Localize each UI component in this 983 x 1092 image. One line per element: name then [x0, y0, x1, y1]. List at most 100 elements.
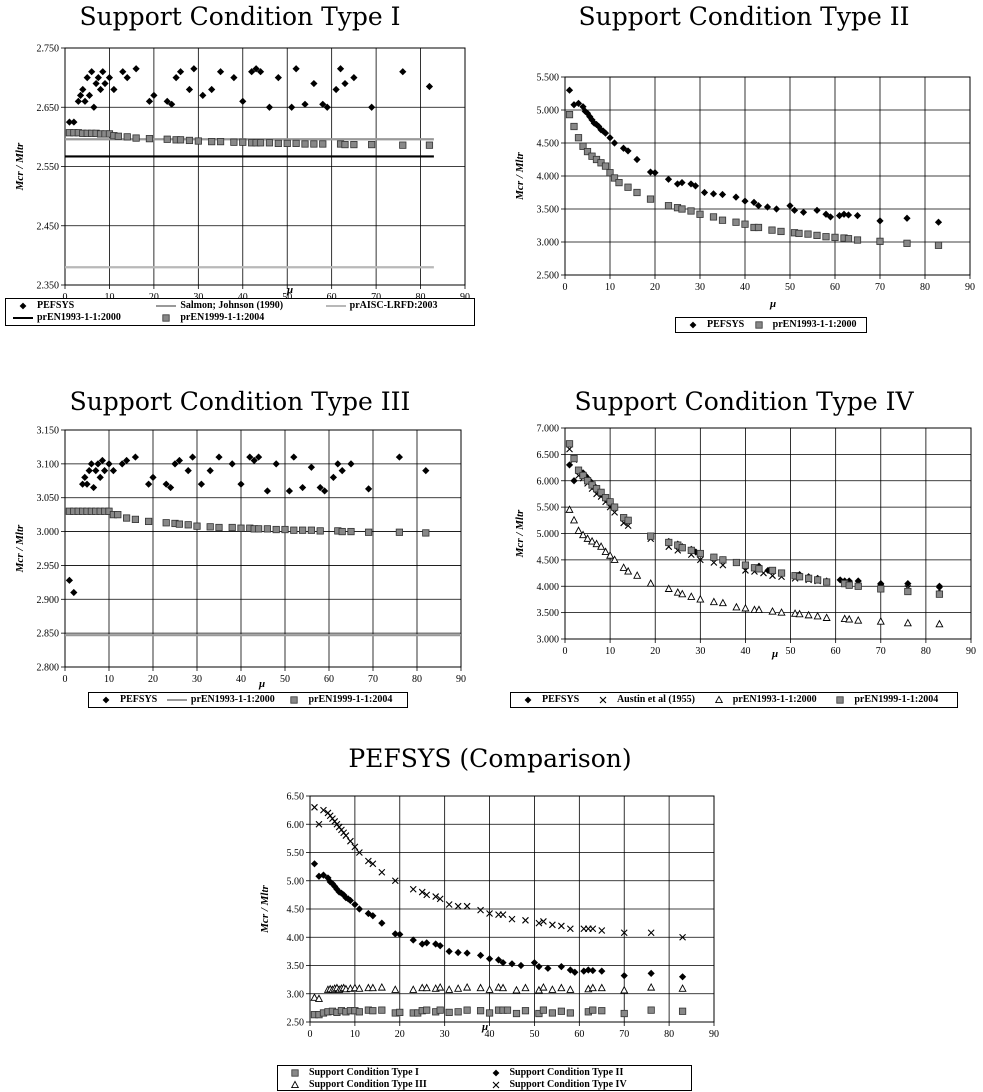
- legend-symbol: [95, 695, 117, 705]
- y-tick-label: 3.050: [37, 493, 60, 504]
- legend-marker: [19, 302, 27, 310]
- x-tick-label: 50: [529, 1029, 539, 1040]
- data-point: [377, 982, 386, 991]
- y-tick-label: 3.500: [537, 205, 560, 216]
- data-point: [565, 111, 574, 119]
- x-axis-label: μ: [771, 648, 778, 660]
- data-point: [454, 902, 462, 910]
- data-point: [290, 526, 298, 534]
- x-tick-label: 90: [456, 674, 466, 685]
- data-point: [601, 547, 610, 556]
- series-support-condition-type-i: [310, 1006, 687, 1019]
- data-point: [395, 453, 403, 461]
- data-point: [254, 525, 263, 533]
- data-point: [754, 605, 764, 614]
- data-point: [365, 485, 373, 493]
- data-point: [409, 885, 417, 893]
- data-point: [691, 182, 700, 190]
- chart-plot: 2.500 3.000 3.500 4.000 4.500 5.000 5.500 0 10 20…: [514, 73, 975, 311]
- data-point: [90, 103, 98, 111]
- data-point: [395, 528, 404, 536]
- data-point: [239, 97, 247, 105]
- data-point: [696, 210, 704, 218]
- data-point: [422, 983, 431, 992]
- x-tick-label: 70: [619, 1029, 629, 1040]
- data-point: [321, 487, 329, 495]
- data-point: [574, 466, 583, 474]
- data-point: [772, 205, 781, 213]
- data-point: [101, 79, 109, 88]
- data-point: [718, 190, 727, 199]
- data-point: [602, 494, 610, 502]
- data-point: [566, 966, 574, 974]
- data-point: [795, 609, 804, 618]
- data-point: [549, 921, 556, 929]
- data-point: [565, 440, 574, 448]
- data-point: [845, 614, 854, 623]
- data-point: [274, 139, 282, 147]
- data-point: [81, 97, 89, 105]
- data-point: [248, 68, 256, 76]
- data-point: [814, 576, 822, 584]
- legend-symbol: [708, 695, 730, 705]
- data-point: [132, 65, 140, 73]
- legend-symbol: [12, 313, 34, 323]
- chart-title: PEFSYS (Comparison): [348, 744, 632, 773]
- data-point: [445, 985, 454, 993]
- x-tick-label: 80: [416, 292, 426, 303]
- legend-label: prEN1999-1-1:2004: [180, 312, 265, 323]
- chart-panel-type-iv: Support Condition Type IV 3.000 3.500 4.00…: [505, 385, 983, 715]
- legend-marker: [599, 696, 607, 704]
- legend-symbol: [284, 1080, 306, 1090]
- legend-item: prEN1999-1-1:2004: [829, 694, 951, 706]
- data-point: [687, 546, 695, 554]
- data-point: [588, 983, 597, 992]
- chart-plot: 2.800 2.850 2.900 2.950 3.000 3.050 3.100 3.150…: [14, 426, 466, 691]
- data-point: [580, 967, 588, 975]
- data-point: [228, 523, 236, 532]
- data-point: [647, 532, 655, 540]
- y-axis-label: Mcr / Mltr: [14, 524, 26, 573]
- y-tick-label: 5.500: [537, 73, 560, 84]
- x-tick-label: 70: [875, 282, 885, 293]
- data-point: [355, 1008, 363, 1016]
- data-point: [646, 579, 655, 587]
- data-point: [184, 521, 192, 529]
- data-point: [539, 982, 548, 991]
- data-point: [341, 79, 349, 88]
- data-point: [485, 1009, 494, 1017]
- data-point: [592, 485, 601, 493]
- legend-marker: [492, 1081, 499, 1089]
- data-point: [105, 74, 114, 82]
- data-point: [696, 556, 704, 564]
- x-tick-label: 10: [104, 674, 114, 685]
- legend-label: Support Condition Type I: [309, 1067, 419, 1078]
- data-point: [301, 140, 309, 148]
- data-point: [399, 68, 407, 76]
- data-point: [620, 1009, 628, 1018]
- data-point: [768, 607, 777, 615]
- data-point: [615, 178, 623, 187]
- data-point: [620, 985, 629, 994]
- data-point: [583, 477, 592, 485]
- y-axis-label: Mcr / Mltr: [14, 142, 26, 191]
- data-point: [624, 183, 632, 191]
- data-point: [292, 65, 300, 73]
- data-point: [791, 609, 800, 617]
- chart-plot: 2.50 3.00 3.50 4.00 4.50 5.00 5.50 6.00 6.50 0 10 2…: [259, 792, 719, 1041]
- data-point: [508, 915, 516, 923]
- data-point: [844, 211, 853, 219]
- x-tick-label: 10: [605, 282, 615, 293]
- y-tick-label: 2.450: [37, 221, 60, 232]
- data-point: [574, 134, 583, 142]
- data-point: [90, 483, 98, 492]
- data-point: [521, 1007, 530, 1015]
- data-point: [633, 571, 642, 579]
- data-point: [589, 1006, 597, 1014]
- data-point: [499, 911, 507, 919]
- legend-marker: [102, 696, 110, 704]
- data-point: [570, 477, 578, 485]
- legend-symbol: [325, 301, 347, 311]
- chart-panel-type-ii: Support Condition Type II 2.500 3.000 3.50…: [505, 0, 983, 345]
- data-point: [114, 132, 122, 140]
